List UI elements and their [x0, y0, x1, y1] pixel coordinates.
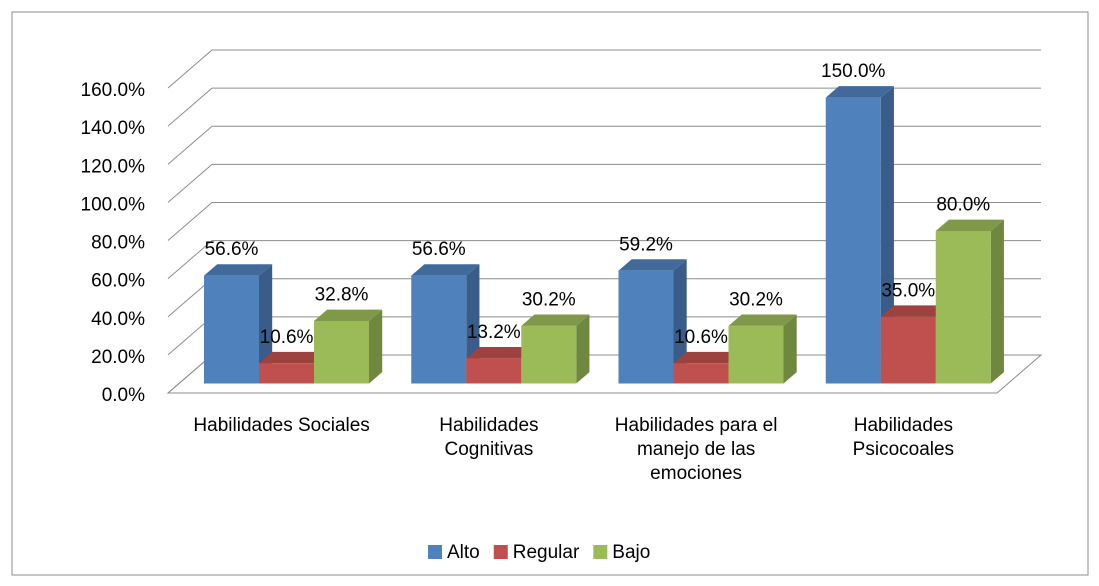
x-tick-label: Habilidades para el manejo de las emocio…	[614, 415, 778, 484]
y-tick-label: 20.0%	[91, 347, 145, 368]
legend-swatch	[593, 545, 608, 559]
bar-front	[521, 325, 577, 384]
y-tick-label: 120.0%	[81, 156, 146, 177]
grid-line	[167, 49, 1041, 89]
bar-top	[673, 351, 742, 364]
value-label: 32.8%	[315, 285, 369, 306]
bar-side	[783, 314, 797, 384]
bar-front	[880, 316, 936, 384]
bar	[521, 314, 590, 384]
y-tick-label: 160.0%	[81, 80, 146, 101]
bar-front	[618, 270, 674, 384]
bar-front	[728, 325, 784, 384]
grid-line	[167, 202, 1041, 241]
bar-top	[728, 314, 797, 326]
y-tick-label: 80.0%	[91, 233, 145, 254]
bar-top	[880, 305, 949, 317]
value-label: 56.6%	[412, 239, 466, 260]
bar-side	[259, 264, 273, 384]
value-label: 30.2%	[729, 290, 783, 311]
bar-top	[825, 86, 894, 98]
bar-top	[204, 264, 273, 276]
bar-side	[990, 219, 1004, 384]
bar-front	[259, 363, 314, 384]
x-tick-label: Habilidades Sociales	[193, 415, 370, 436]
legend-swatch	[493, 545, 508, 559]
y-tick-label: 60.0%	[91, 271, 145, 292]
value-label: 35.0%	[881, 280, 935, 301]
grid-line	[167, 87, 1041, 127]
bar-top	[618, 259, 687, 271]
value-label: 59.2%	[619, 234, 673, 255]
bar-front	[466, 358, 522, 384]
value-label: 150.0%	[821, 61, 886, 82]
bar-side	[576, 314, 590, 384]
legend-label: Bajo	[612, 542, 650, 563]
bar-front	[204, 275, 259, 384]
bar-top	[521, 314, 590, 326]
bar-top	[411, 264, 480, 276]
y-tick-label: 0.0%	[102, 385, 145, 406]
grid-line	[167, 125, 1041, 165]
chart-frame	[11, 11, 1089, 576]
legend-label: Regular	[513, 542, 580, 563]
y-tick-label: 100.0%	[81, 194, 146, 215]
bar	[728, 314, 797, 384]
legend-label: Alto	[447, 542, 480, 563]
bar	[935, 219, 1004, 384]
grid-line	[167, 163, 1041, 203]
bar	[204, 264, 273, 384]
bar-top	[466, 346, 535, 359]
grid-line	[167, 240, 1041, 280]
bar-front	[411, 275, 467, 384]
value-label: 10.6%	[260, 327, 314, 348]
bar	[618, 259, 687, 384]
bar	[411, 264, 480, 384]
y-tick-label: 40.0%	[91, 309, 145, 330]
bar	[825, 86, 894, 384]
y-tick-label: 140.0%	[81, 118, 146, 139]
bar-front	[673, 363, 729, 384]
bar-front	[935, 231, 991, 384]
bar-top	[314, 309, 383, 321]
legend-swatch	[428, 545, 442, 559]
x-tick-label: Habilidades Cognitivas	[439, 415, 539, 460]
bar-side	[369, 309, 383, 384]
bar-front	[314, 320, 369, 384]
value-label: 56.6%	[205, 239, 259, 260]
bar	[314, 309, 383, 384]
bar-top	[935, 219, 1004, 231]
value-label: 10.6%	[674, 327, 728, 348]
bar-top	[259, 351, 328, 364]
bar-side	[673, 259, 687, 384]
value-label: 80.0%	[936, 195, 990, 216]
value-label: 30.2%	[522, 290, 576, 311]
value-label: 13.2%	[467, 322, 521, 343]
bar-front	[825, 97, 881, 384]
x-tick-label: Habilidades Psicocoales	[852, 415, 955, 460]
